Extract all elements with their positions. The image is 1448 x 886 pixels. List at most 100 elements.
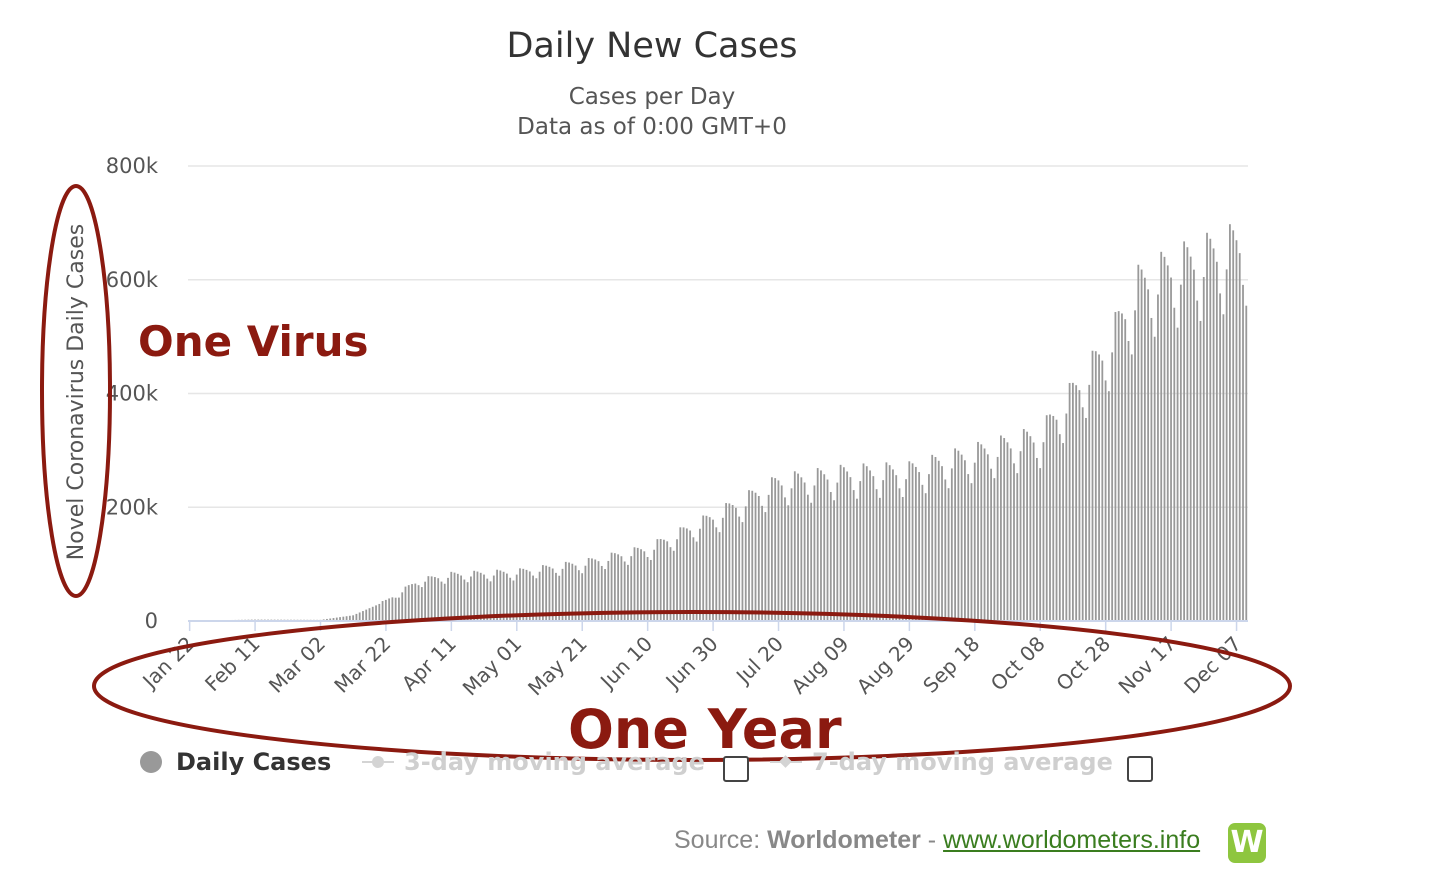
- bar-daily-cases: [492, 575, 495, 621]
- bar-daily-cases: [362, 611, 364, 621]
- bar-daily-cases: [931, 454, 934, 621]
- bar-daily-cases: [388, 598, 391, 621]
- bar-daily-cases: [924, 493, 927, 621]
- x-tick-label: Oct 28: [1051, 632, 1115, 696]
- bar-daily-cases: [571, 563, 574, 621]
- y-tick-label: 800k: [106, 154, 159, 178]
- bar-daily-cases: [672, 550, 675, 621]
- bar-daily-cases: [761, 505, 763, 621]
- bar-daily-cases: [977, 441, 979, 621]
- checkbox-3-day-average[interactable]: [723, 756, 749, 782]
- bar-daily-cases: [348, 615, 351, 621]
- bar-daily-cases: [1039, 468, 1042, 621]
- bar-daily-cases: [947, 488, 950, 621]
- bar-daily-cases: [1101, 360, 1104, 621]
- legend-item-daily-cases[interactable]: Daily Cases: [140, 748, 331, 776]
- bar-daily-cases: [460, 575, 462, 621]
- bar-daily-cases: [329, 618, 332, 621]
- bar-daily-cases: [1140, 269, 1143, 621]
- bar-daily-cases: [515, 574, 518, 621]
- x-tick-label: Oct 08: [986, 632, 1050, 696]
- x-tick-label: Dec 07: [1179, 632, 1246, 699]
- bar-daily-cases: [391, 597, 394, 621]
- source-link[interactable]: www.worldometers.info: [943, 826, 1201, 854]
- bar-daily-cases: [473, 570, 476, 621]
- bar-daily-cases: [561, 568, 564, 621]
- bar-daily-cases: [914, 466, 917, 621]
- bar-daily-cases: [375, 605, 377, 621]
- bar-daily-cases: [849, 477, 852, 621]
- bar-daily-cases: [957, 450, 960, 621]
- bar-daily-cases: [1003, 438, 1006, 621]
- bar-daily-cases: [604, 569, 606, 621]
- bar-daily-cases: [1199, 320, 1202, 621]
- x-tick-label: Aug 09: [786, 632, 853, 699]
- bar-daily-cases: [1235, 240, 1238, 621]
- checkbox-7-day-average[interactable]: [1127, 756, 1153, 782]
- bar-daily-cases: [1022, 429, 1025, 621]
- bar-daily-cases: [1071, 382, 1074, 621]
- bar-daily-cases: [1049, 414, 1051, 621]
- bar-daily-cases: [649, 559, 652, 621]
- bar-daily-cases: [741, 522, 744, 621]
- bar-daily-cases: [427, 576, 430, 621]
- bar-daily-cases: [885, 462, 888, 621]
- bar-daily-cases: [384, 599, 387, 621]
- bar-daily-cases: [757, 496, 760, 621]
- bar-daily-cases: [816, 468, 819, 621]
- bar-daily-cases: [1166, 265, 1169, 621]
- bar-daily-cases: [983, 448, 986, 621]
- bar-daily-cases: [806, 494, 809, 621]
- bar-daily-cases: [944, 479, 947, 621]
- x-tick-label: Jun 10: [594, 632, 657, 695]
- bar-daily-cases: [1013, 463, 1015, 621]
- y-tick-label: 0: [145, 609, 158, 633]
- bar-daily-cases: [986, 454, 989, 621]
- bar-daily-cases: [856, 498, 858, 621]
- legend-item-3-day-average[interactable]: 3-day moving average: [362, 748, 705, 776]
- chart-title: Daily New Cases: [506, 26, 798, 66]
- y-tick-label: 400k: [106, 382, 159, 406]
- bar-daily-cases: [823, 474, 826, 621]
- bar-daily-cases: [1183, 241, 1186, 621]
- bar-daily-cases: [1062, 443, 1064, 621]
- bar-daily-cases: [1111, 352, 1114, 621]
- bar-daily-cases: [1068, 382, 1071, 621]
- bar-daily-cases: [666, 541, 669, 621]
- x-tick-label: Mar 22: [329, 632, 395, 698]
- bar-daily-cases: [751, 490, 754, 621]
- bar-daily-cases: [1147, 289, 1150, 621]
- bar-daily-cases: [420, 587, 423, 621]
- bar-daily-cases: [718, 532, 721, 621]
- bar-daily-cases: [636, 547, 639, 621]
- bar-daily-cases: [1019, 451, 1022, 621]
- bar-daily-cases: [852, 490, 855, 621]
- bar-series-daily-cases: [188, 224, 1248, 622]
- bar-daily-cases: [928, 474, 930, 621]
- bar-daily-cases: [1078, 390, 1081, 621]
- bar-daily-cases: [594, 559, 597, 621]
- y-tick-label: 600k: [106, 268, 159, 292]
- bar-daily-cases: [1196, 300, 1199, 621]
- bar-daily-cases: [918, 472, 921, 621]
- bar-daily-cases: [1242, 284, 1244, 621]
- bar-daily-cases: [613, 553, 616, 621]
- bar-daily-cases: [466, 582, 469, 621]
- bar-daily-cases: [558, 575, 561, 621]
- bar-daily-cases: [643, 551, 646, 621]
- bar-daily-cases: [839, 464, 842, 621]
- bar-daily-cases: [1206, 232, 1208, 622]
- bar-daily-cases: [506, 573, 508, 621]
- legend-item-7-day-average[interactable]: 7-day moving average: [770, 748, 1113, 776]
- bar-daily-cases: [934, 457, 937, 621]
- bar-daily-cases: [378, 603, 381, 621]
- bar-daily-cases: [401, 592, 404, 621]
- bar-daily-cases: [842, 467, 845, 621]
- bar-daily-cases: [519, 568, 521, 621]
- bar-daily-cases: [659, 539, 662, 621]
- bar-daily-cases: [568, 562, 570, 621]
- bar-daily-cases: [973, 462, 976, 621]
- bar-daily-cases: [1222, 314, 1225, 621]
- bar-daily-cases: [820, 470, 822, 621]
- bar-daily-cases: [623, 561, 626, 621]
